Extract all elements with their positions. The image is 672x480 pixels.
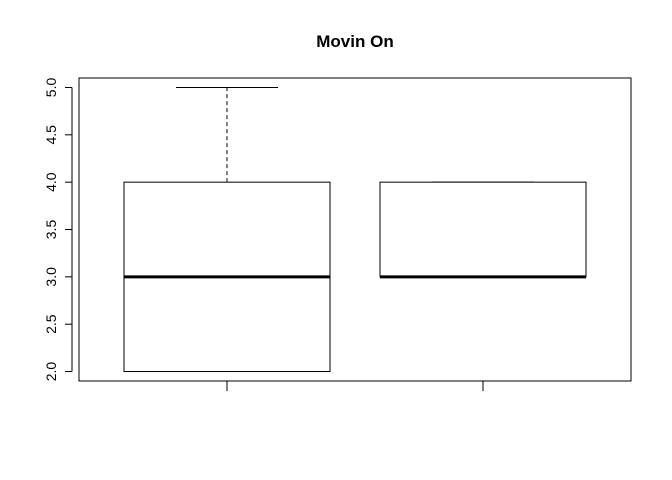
box-rect <box>379 181 587 278</box>
y-tick-label: 5.0 <box>43 78 59 98</box>
y-tick-label: 4.0 <box>43 172 59 192</box>
y-tick-label: 2.5 <box>43 314 59 334</box>
y-tick-label: 3.5 <box>43 220 59 240</box>
boxes <box>123 86 587 373</box>
x-axis <box>226 380 484 391</box>
y-axis: 2.0 2.5 3.0 3.5 4.0 4.5 5.0 <box>43 78 73 382</box>
box-2 <box>379 181 587 279</box>
box-1 <box>123 86 331 373</box>
y-tick-label: 3.0 <box>43 267 59 287</box>
y-tick-label: 4.5 <box>43 125 59 145</box>
chart-title: Movin On <box>316 32 393 51</box>
y-tick-label: 2.0 <box>43 362 59 382</box>
